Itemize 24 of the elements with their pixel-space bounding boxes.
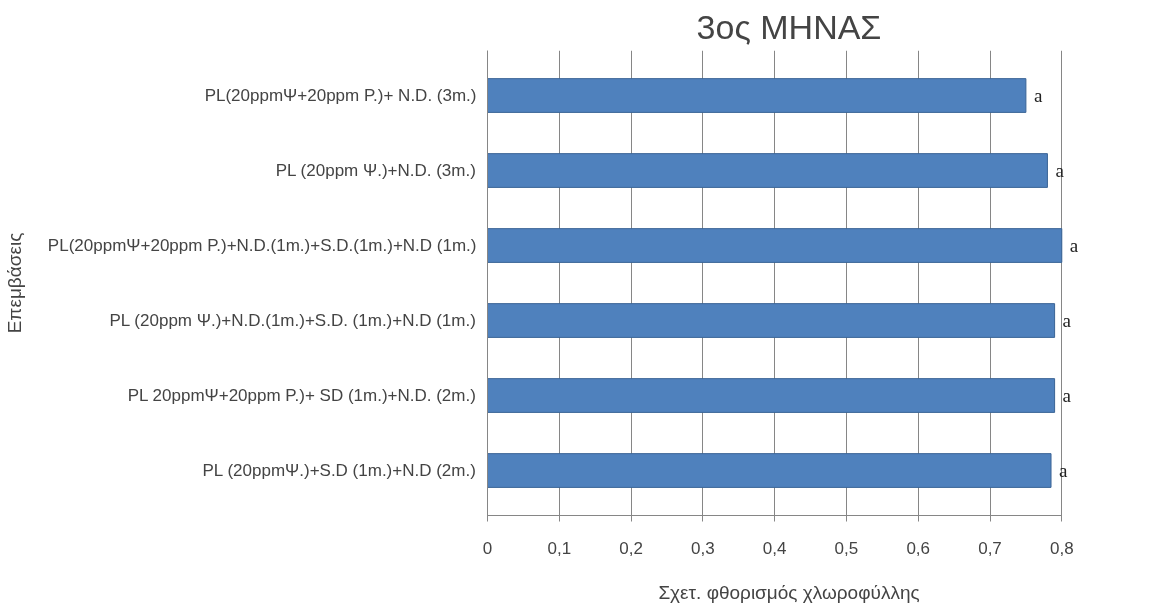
x-tick-label: 0,7: [978, 538, 1002, 558]
data-label: a: [1069, 234, 1079, 256]
y-tick-label: PL (20ppm Ψ.)+N.D. (3m.): [275, 161, 476, 180]
data-label: a: [1033, 84, 1043, 106]
x-tick-label: 0,1: [547, 538, 572, 558]
x-tick-label: 0,8: [1049, 538, 1074, 558]
data-label: a: [1055, 159, 1065, 181]
x-tick-label: 0,6: [906, 538, 931, 558]
chart-title: 3ος ΜΗΝΑΣ: [696, 7, 882, 46]
x-tick-label: 0,3: [691, 538, 715, 558]
data-label: a: [1062, 384, 1072, 406]
x-tick-label: 0: [482, 538, 493, 558]
y-tick-label: PL(20ppmΨ+20ppm P.)+N.D.(1m.)+S.D.(1m.)+N.D (1m.): [47, 236, 477, 255]
data-label: a: [1059, 459, 1069, 481]
data-label: a: [1062, 309, 1072, 331]
x-tick-label: 0,5: [834, 538, 859, 558]
y-tick-label: PL(20ppmΨ+20ppm P.)+ N.D. (3m.): [204, 86, 477, 105]
y-tick-label: PL 20ppmΨ+20ppm P.)+ SD (1m.)+N.D. (2m.): [127, 386, 476, 405]
y-tick-label: PL (20ppm Ψ.)+N.D.(1m.)+S.D. (1m.)+N.D (1m.): [109, 311, 476, 330]
x-tick-label: 0,4: [762, 538, 787, 558]
y-axis-title: Επεμβάσεις: [3, 232, 25, 334]
x-tick-label: 0,2: [619, 538, 643, 558]
x-axis-title: Σχετ. φθορισμός χλωροφύλλης: [658, 581, 920, 603]
y-tick-label: PL (20ppmΨ.)+S.D (1m.)+N.D (2m.): [202, 461, 476, 480]
